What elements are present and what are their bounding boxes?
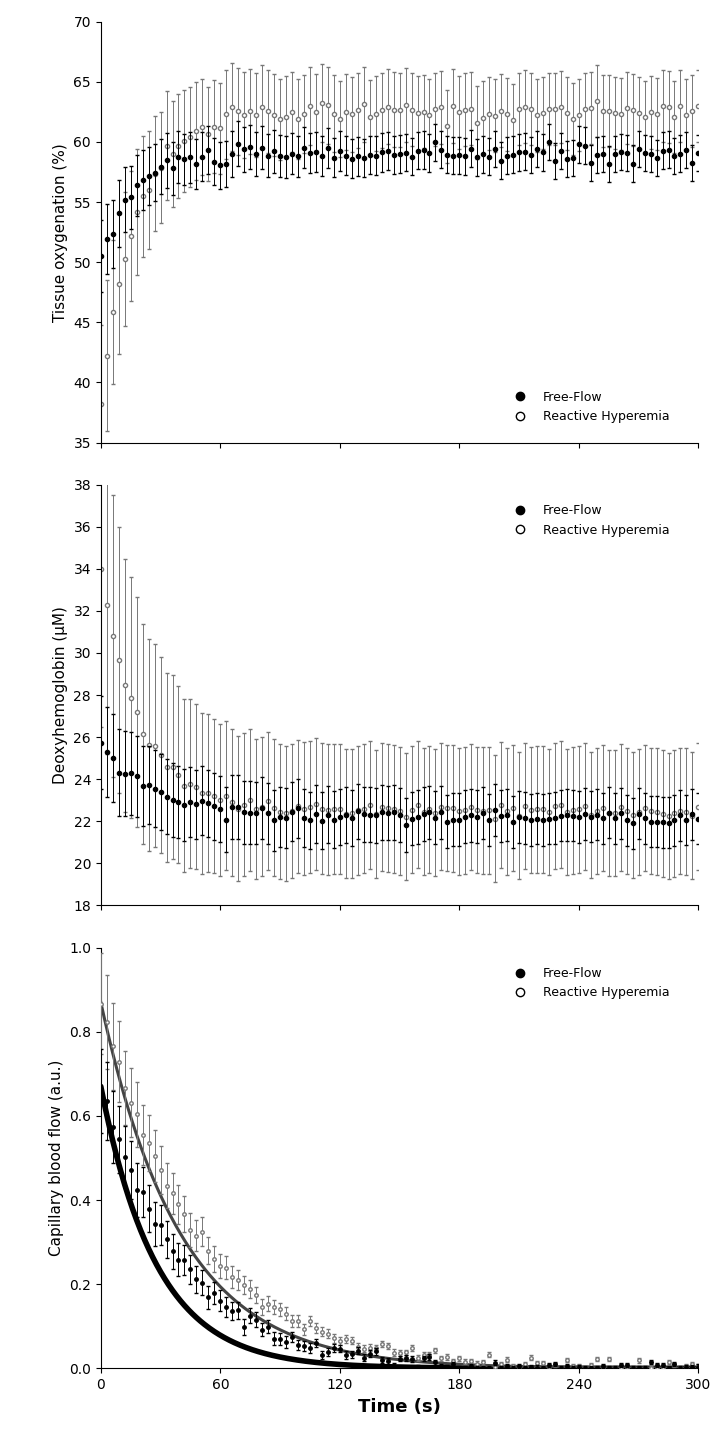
Y-axis label: Tissue oxygenation (%): Tissue oxygenation (%) — [53, 143, 68, 321]
Y-axis label: Deoxyhemoglobin (μM): Deoxyhemoglobin (μM) — [53, 607, 68, 783]
X-axis label: Time (s): Time (s) — [358, 1397, 441, 1416]
Legend: Free-Flow, Reactive Hyperemia: Free-Flow, Reactive Hyperemia — [503, 963, 674, 1005]
Legend: Free-Flow, Reactive Hyperemia: Free-Flow, Reactive Hyperemia — [503, 500, 674, 542]
Y-axis label: Capillary blood flow (a.u.): Capillary blood flow (a.u.) — [48, 1060, 63, 1255]
Legend: Free-Flow, Reactive Hyperemia: Free-Flow, Reactive Hyperemia — [503, 385, 674, 427]
